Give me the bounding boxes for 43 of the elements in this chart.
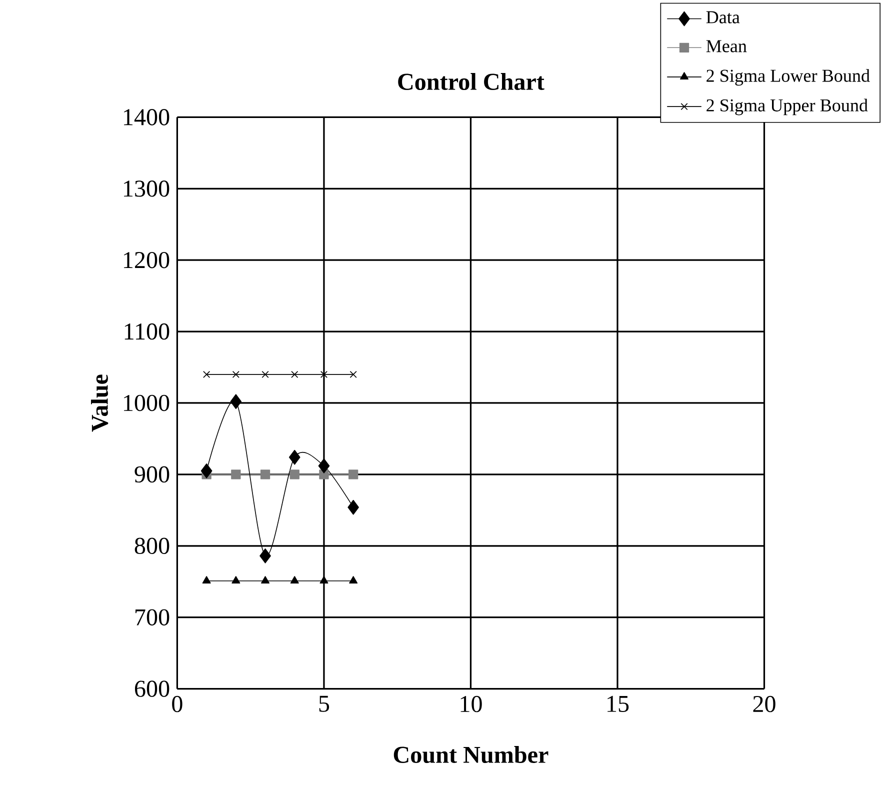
point (320, 370, 328, 378)
point (203, 370, 210, 378)
point (200, 463, 212, 478)
y-tick-label: 600 (134, 680, 170, 697)
y-tick-label: 1400 (124, 109, 170, 126)
legend-label: Data (706, 11, 740, 24)
y-axis-title: Value (91, 374, 108, 432)
point (320, 576, 328, 584)
point (348, 500, 359, 515)
legend-label: Mean (706, 40, 747, 52)
point (230, 394, 242, 410)
legend-label: 2 Sigma Upper Bound (706, 98, 868, 116)
y-tick-label: 800 (134, 538, 170, 554)
y-tick-label: 1000 (124, 394, 170, 412)
point (261, 576, 270, 584)
y-tick-label: 700 (136, 609, 170, 626)
x-axis-title: Count Number (394, 746, 548, 764)
point (349, 576, 358, 584)
x-tick-label: 20 (753, 696, 776, 712)
point (350, 370, 357, 378)
point (318, 458, 330, 474)
y-tick-label: 1300 (124, 180, 170, 197)
point (202, 576, 211, 584)
y-tick-label: 1200 (124, 252, 170, 268)
legend-label: 2 Sigma Lower Bound (706, 69, 870, 86)
point (291, 370, 298, 378)
point (290, 470, 300, 480)
x-tick-label: 0 (172, 696, 182, 712)
point (232, 370, 240, 378)
point (260, 548, 271, 564)
y-tick-label: 900 (134, 466, 170, 483)
point (260, 470, 270, 480)
point (231, 470, 241, 480)
point (262, 370, 269, 378)
x-tick-label: 5 (319, 696, 330, 712)
point (290, 576, 299, 584)
point (288, 450, 300, 465)
x-tick-label: 10 (460, 696, 482, 712)
point (232, 576, 240, 584)
y-tick-label: 1100 (124, 323, 170, 340)
chart-title: Control Chart (398, 73, 544, 90)
point (348, 470, 358, 480)
x-tick-label: 15 (608, 696, 629, 712)
